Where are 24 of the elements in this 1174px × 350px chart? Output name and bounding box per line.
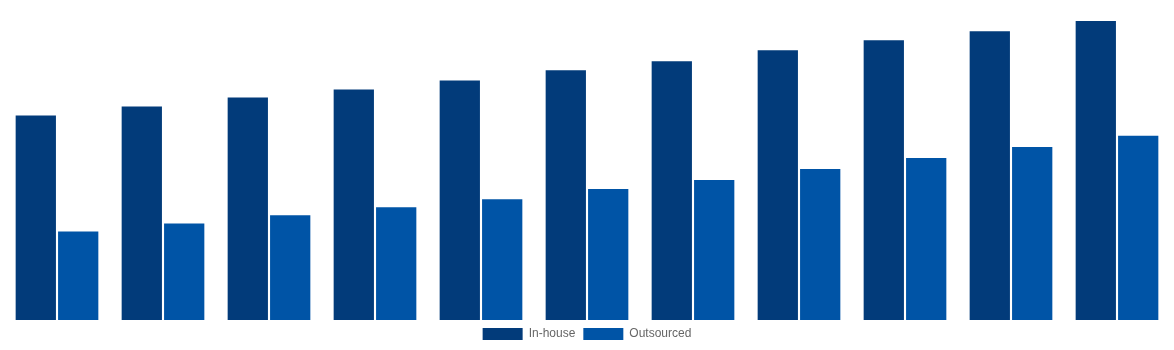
bar	[270, 215, 311, 320]
bar	[333, 89, 374, 320]
bar	[588, 189, 629, 320]
bar	[439, 80, 480, 320]
bar	[651, 61, 692, 320]
bar	[58, 231, 99, 320]
bar	[969, 31, 1010, 320]
bar	[1075, 21, 1116, 320]
bar	[1118, 135, 1159, 320]
legend-label: Outsourced	[629, 326, 692, 341]
bar	[545, 70, 586, 320]
bar	[800, 169, 841, 320]
bar	[376, 207, 417, 320]
bar	[227, 97, 268, 320]
bar	[757, 50, 798, 320]
bar	[482, 199, 523, 320]
bar	[164, 223, 205, 320]
bar	[121, 106, 162, 320]
bar	[694, 180, 735, 320]
bar	[1012, 146, 1053, 320]
bar	[906, 157, 947, 320]
legend-label: In-house	[528, 326, 576, 341]
bar	[15, 115, 56, 320]
bar	[863, 40, 904, 320]
